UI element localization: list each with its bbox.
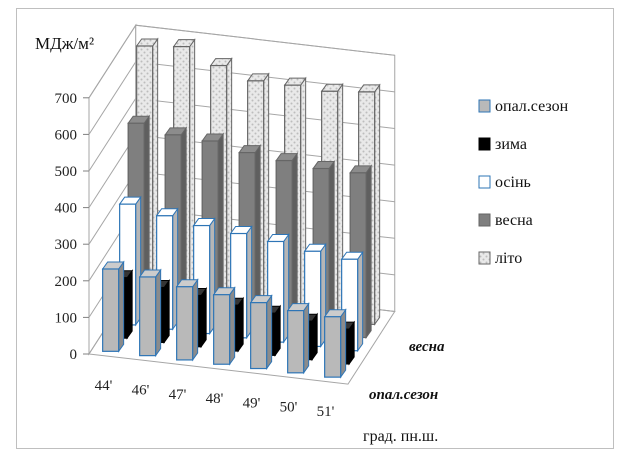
bar — [323, 308, 347, 379]
bar-side — [374, 83, 381, 326]
bars — [101, 37, 381, 379]
bar-side — [291, 152, 298, 331]
y-tick-label: 700 — [55, 91, 78, 107]
bar — [175, 278, 199, 362]
axes: 0 100 200 300 400 500 600 700 44' 46' 47' 48' 49' 50'… — [55, 91, 335, 420]
bar-side — [303, 302, 310, 375]
bar-front — [324, 316, 342, 378]
bar-side — [266, 294, 273, 371]
chart-svg: 0 100 200 300 400 500 600 700 44' 46' 47' 48' 49' 50'… — [35, 23, 569, 445]
x-tick-label: 49' — [243, 395, 261, 411]
y-axis-title: МДж/м² — [35, 34, 94, 53]
x-tick-label: 47' — [169, 387, 187, 403]
gridline — [88, 97, 395, 172]
legend-swatch — [478, 175, 491, 189]
bar — [138, 268, 162, 358]
bar-side — [328, 159, 335, 335]
chart-frame: 0 100 200 300 400 500 600 700 44' 46' 47' 48' 49' 50'… — [16, 8, 614, 449]
bar — [286, 302, 310, 375]
bar-side — [126, 269, 133, 340]
x-axis-title: град. пн.ш. — [363, 428, 438, 445]
y-tick-label: 0 — [70, 347, 78, 363]
bar-front — [213, 294, 231, 365]
legend-swatch — [478, 251, 491, 265]
depth-label-opal-sezon: опал.сезон — [369, 387, 438, 403]
x-tick-label: 48' — [206, 391, 224, 407]
y-tick-label: 600 — [55, 127, 78, 143]
bar-side — [229, 286, 236, 366]
legend-label: зима — [495, 136, 527, 153]
bar-side — [163, 278, 170, 344]
bar-side — [274, 304, 281, 357]
legend-label: опал.сезон — [495, 98, 569, 115]
x-tick-label: 51' — [317, 404, 335, 420]
legend-label: осінь — [495, 174, 531, 191]
bar-side — [357, 250, 364, 353]
gridline — [88, 61, 395, 135]
y-tick-label: 300 — [55, 237, 78, 253]
y-tick-label: 500 — [55, 164, 78, 180]
legend-swatch — [478, 137, 491, 151]
legend-label: літо — [495, 250, 522, 267]
bar — [249, 294, 273, 371]
bar-front — [287, 310, 305, 374]
legend-label: весна — [495, 212, 533, 229]
y-tick-label: 400 — [55, 201, 78, 217]
gridline — [88, 24, 395, 99]
legend: опал.сезон зима осінь весна літо — [478, 98, 569, 267]
bar-side — [237, 296, 244, 353]
depth-label-vesna: весна — [409, 339, 445, 355]
bar — [101, 260, 125, 353]
bar-side — [118, 260, 125, 353]
legend-swatch — [478, 99, 491, 113]
x-tick-label: 44' — [95, 378, 113, 394]
legend-swatch — [478, 213, 491, 227]
bar-front — [250, 302, 268, 370]
bar-side — [155, 268, 162, 358]
bar-side — [365, 164, 372, 340]
bar-side — [340, 308, 347, 379]
y-tick-label: 200 — [55, 274, 78, 290]
bar-front — [176, 286, 194, 361]
bar-side — [311, 312, 318, 362]
x-tick-label: 46' — [132, 382, 150, 398]
bar-front — [139, 276, 157, 357]
bar-front — [102, 268, 120, 352]
x-tick-label: 50' — [280, 400, 298, 416]
bar-side — [200, 286, 207, 349]
bar-side — [192, 278, 199, 362]
y-tick-label: 100 — [55, 310, 78, 326]
bar — [212, 286, 236, 366]
